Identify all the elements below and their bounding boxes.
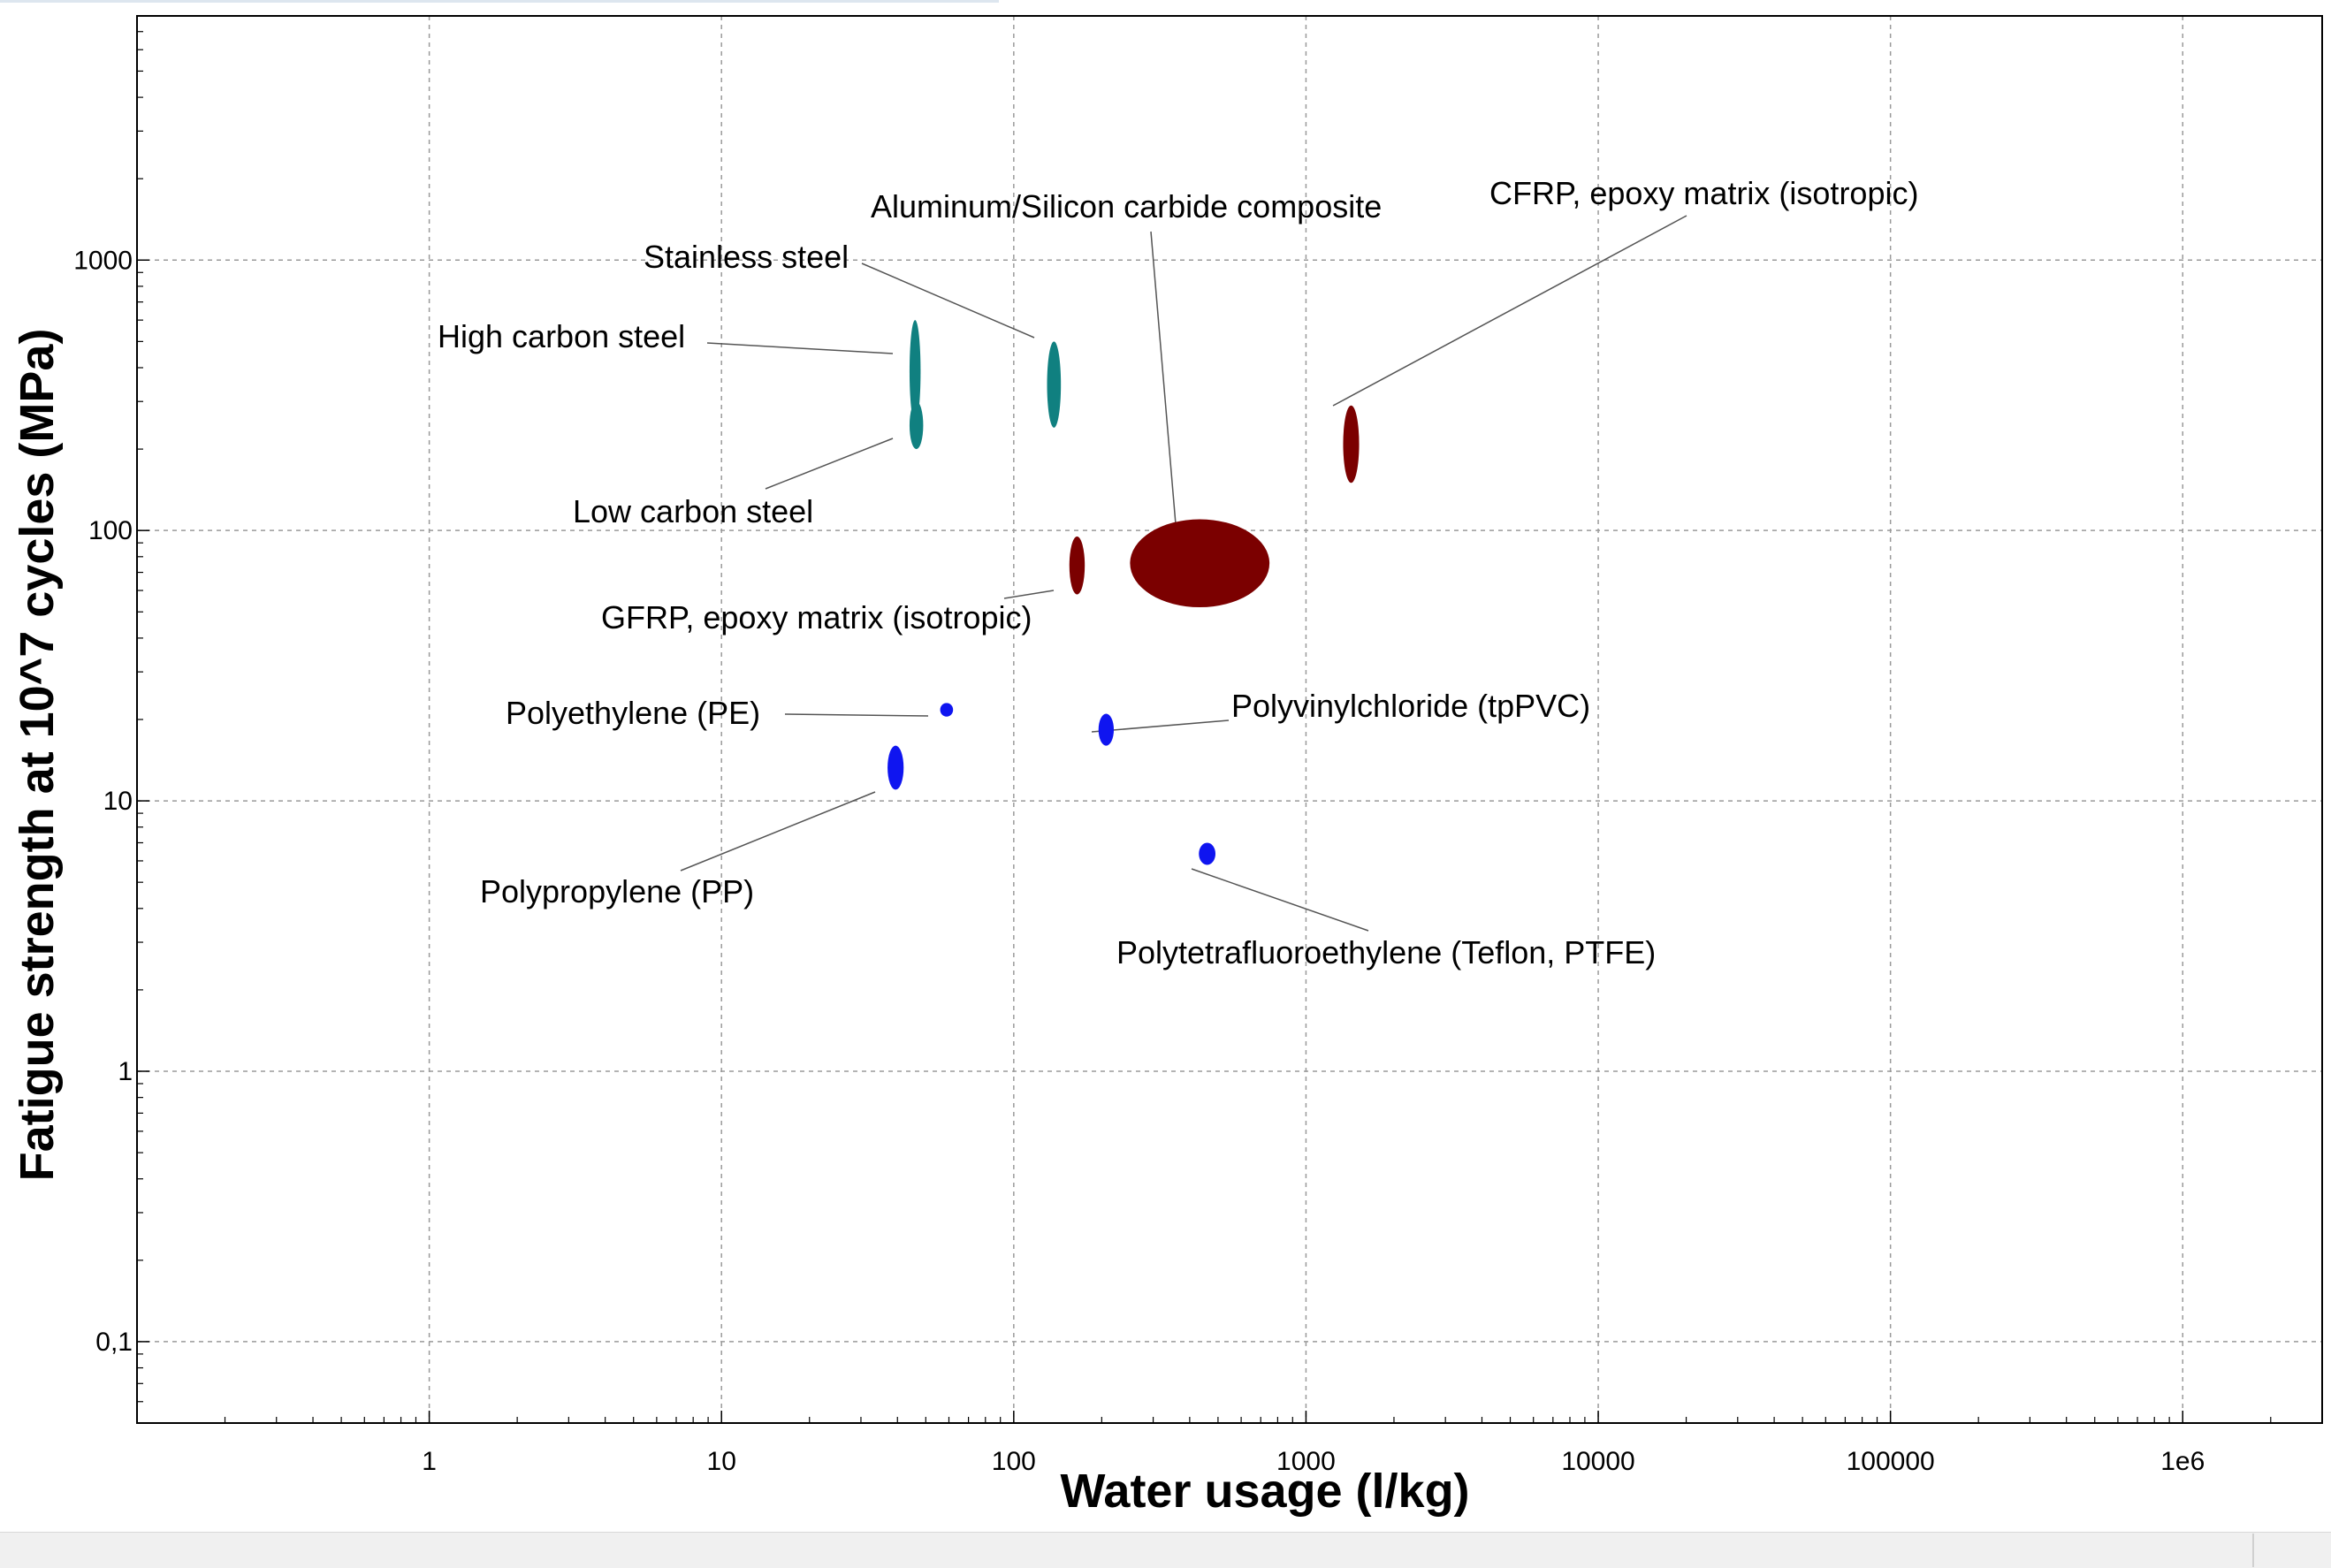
- leader-line: [1091, 719, 1230, 733]
- leader-line: [784, 713, 929, 717]
- data-point-4: [1343, 405, 1360, 483]
- y-tick-label: 10: [103, 787, 133, 816]
- x-tick-label: 100: [992, 1447, 1036, 1476]
- window-top-strip: [0, 0, 999, 3]
- data-label: Polypropylene (PP): [480, 873, 754, 910]
- leader-line: [1191, 868, 1369, 932]
- data-label: Polyethylene (PE): [506, 695, 760, 731]
- x-tick-label: 1: [422, 1447, 437, 1476]
- leader-line: [706, 342, 894, 354]
- data-point-5: [1130, 519, 1270, 608]
- data-label: Polyvinylchloride (tpPVC): [1231, 688, 1590, 724]
- x-tick-label: 100000: [1847, 1447, 1935, 1476]
- data-point-9: [887, 745, 904, 790]
- y-tick-label: 1: [118, 1057, 133, 1086]
- x-axis-title: Water usage (l/kg): [1060, 1465, 1469, 1518]
- data-point-2: [1047, 341, 1062, 428]
- data-label: High carbon steel: [438, 318, 685, 354]
- data-label: CFRP, epoxy matrix (isotropic): [1489, 175, 1918, 211]
- leader-line: [765, 438, 894, 490]
- data-marks: [887, 320, 1360, 865]
- data-label: Polytetrafluoroethylene (Teflon, PTFE): [1116, 934, 1656, 970]
- x-tick-label: 1000: [1276, 1447, 1336, 1476]
- leader-line: [1150, 231, 1177, 525]
- leader-line: [680, 791, 876, 872]
- y-axis-title: Fatigue strength at 10^7 cycles (MPa): [11, 329, 64, 1182]
- axis-ticks: 1 10 100 1000 10000 100000 1e6 0,1 1 10 100 1000: [73, 31, 2272, 1476]
- data-point-8: [1098, 713, 1115, 746]
- y-tick-label: 0,1: [95, 1328, 133, 1357]
- grid: [137, 16, 2322, 1423]
- y-tick-label: 1000: [73, 246, 133, 275]
- plot-frame: [136, 15, 2323, 1424]
- data-point-10: [1199, 842, 1216, 865]
- x-tick-label: 1e6: [2160, 1447, 2205, 1476]
- data-label: GFRP, epoxy matrix (isotropic): [601, 599, 1032, 636]
- data-label: Low carbon steel: [573, 493, 813, 529]
- leader-line: [861, 263, 1035, 339]
- status-bar: [0, 1532, 2331, 1568]
- data-label: Stainless steel: [644, 239, 849, 275]
- data-label: Aluminum/Silicon carbide composite: [871, 188, 1382, 225]
- leader-lines: [680, 215, 1687, 932]
- y-tick-label: 100: [88, 516, 133, 545]
- data-point-1: [909, 320, 921, 423]
- data-point-6: [1069, 536, 1086, 595]
- data-point-3: [909, 401, 924, 450]
- leader-line: [1332, 215, 1687, 407]
- data-labels: High carbon steel Stainless steel Low carb…: [438, 175, 1918, 970]
- x-tick-label: 10000: [1561, 1447, 1634, 1476]
- data-point-7: [940, 703, 954, 717]
- x-tick-label: 10: [707, 1447, 736, 1476]
- status-divider: [2252, 1534, 2254, 1567]
- leader-line: [1003, 590, 1055, 599]
